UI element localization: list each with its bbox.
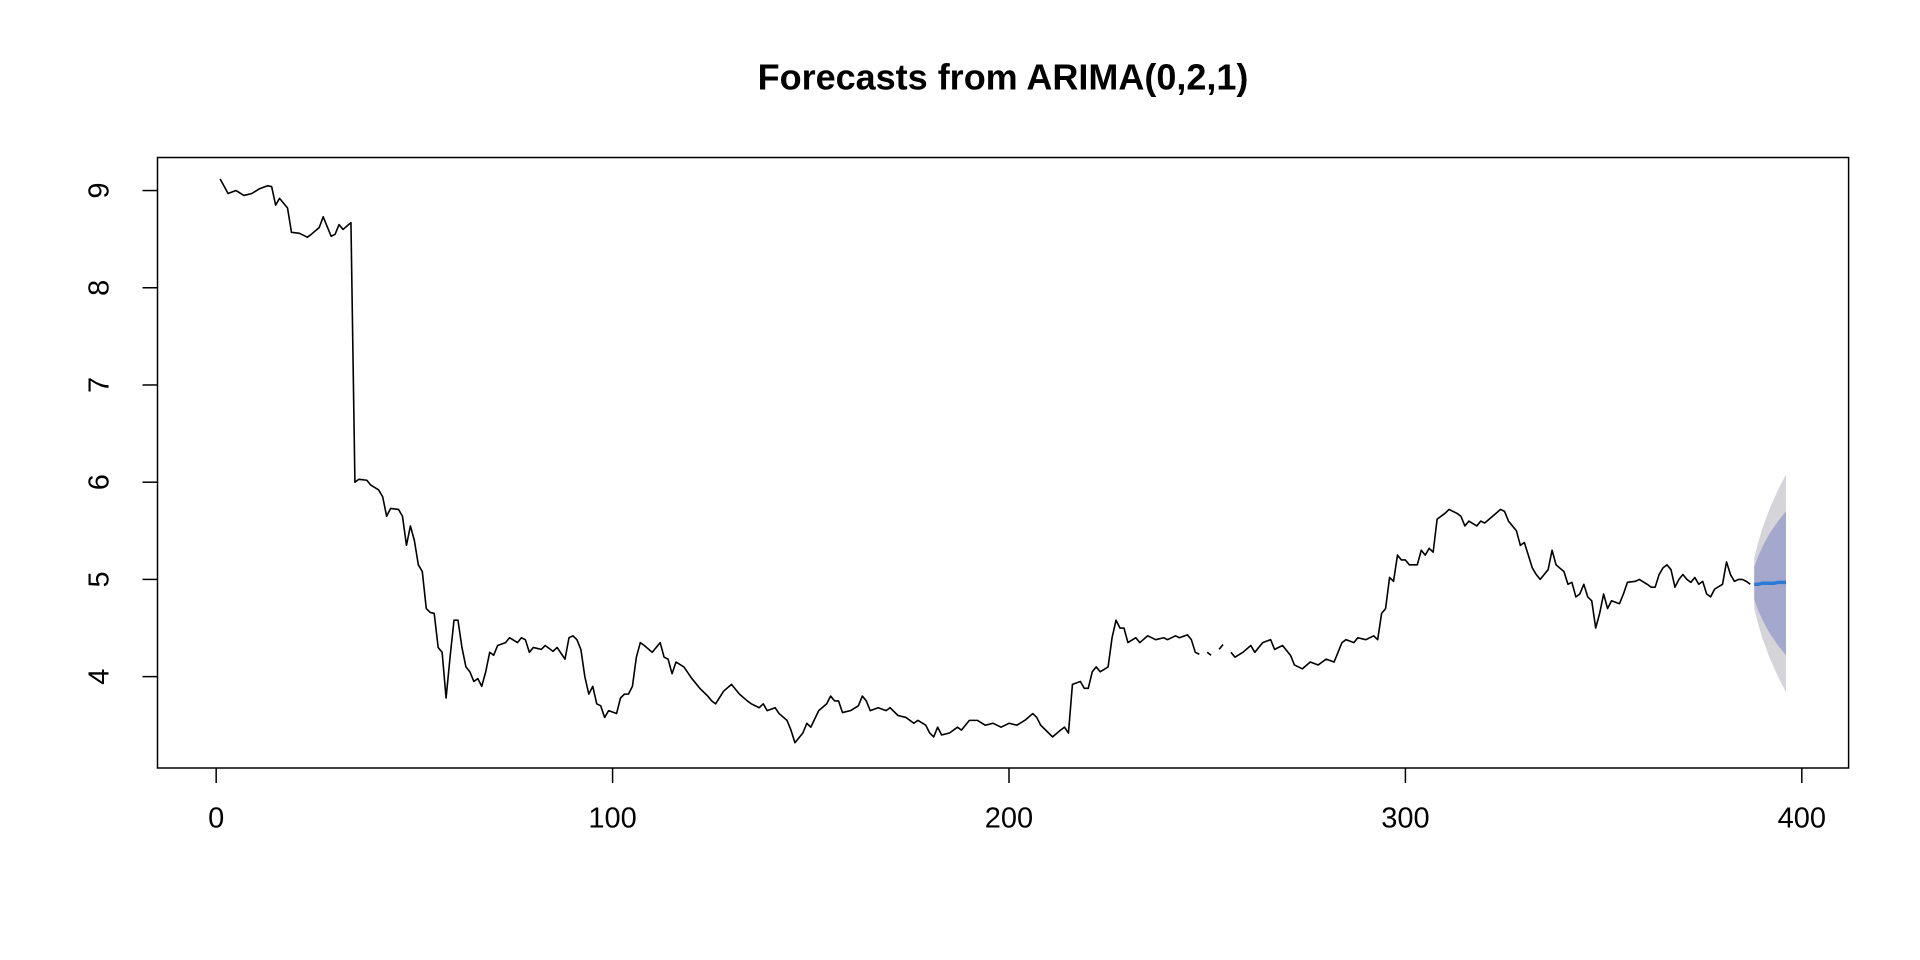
x-tick-label: 100 bbox=[588, 803, 636, 835]
forecast-line bbox=[1754, 580, 1786, 587]
chart-title: Forecasts from ARIMA(0,2,1) bbox=[758, 57, 1249, 98]
y-tick-label: 5 bbox=[84, 571, 116, 587]
x-tick-label: 300 bbox=[1381, 803, 1429, 835]
x-tick-label: 200 bbox=[985, 803, 1033, 835]
plot-frame bbox=[156, 156, 1850, 769]
y-tick-label: 6 bbox=[84, 474, 116, 490]
y-tick-label: 9 bbox=[84, 182, 116, 198]
y-tick-label: 7 bbox=[84, 377, 116, 393]
x-tick-label: 400 bbox=[1778, 803, 1826, 835]
y-tick-label: 4 bbox=[84, 669, 116, 685]
y-tick-label: 8 bbox=[84, 280, 116, 296]
series-line bbox=[219, 178, 1751, 744]
x-tick-label: 0 bbox=[208, 803, 224, 835]
